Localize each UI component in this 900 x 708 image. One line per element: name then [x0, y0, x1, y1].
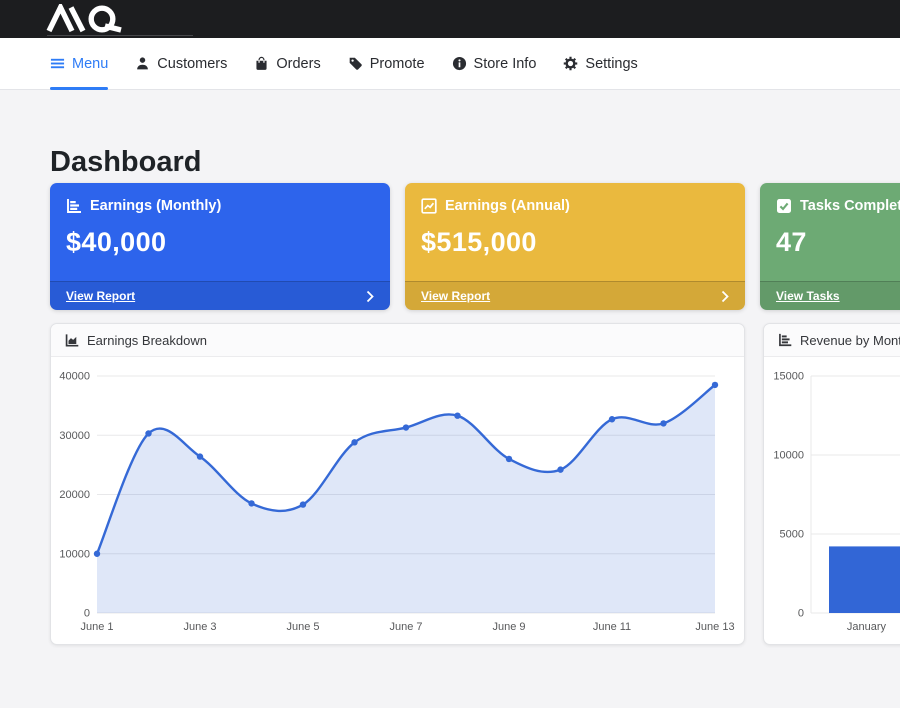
chart-bars-icon: [67, 199, 81, 213]
chart-title: Revenue by Month: [800, 332, 900, 348]
nav-item-orders[interactable]: Orders: [254, 38, 321, 89]
earnings-breakdown-chart: 0 10000 20000 30000 40000 June 1 June 3 June 5 J…: [51, 357, 744, 645]
nav-item-promote[interactable]: Promote: [348, 38, 425, 89]
stat-card-value: $40,000: [66, 227, 167, 257]
svg-text:20000: 20000: [59, 489, 90, 501]
view-report-label[interactable]: View Report: [66, 289, 136, 303]
svg-text:June 5: June 5: [286, 621, 319, 633]
stat-card-title: Earnings (Monthly): [90, 198, 222, 214]
nav-label: Menu: [72, 55, 109, 72]
svg-text:10000: 10000: [59, 548, 90, 560]
nav-label: Customers: [157, 55, 228, 72]
svg-text:10000: 10000: [773, 450, 804, 462]
hamburger-icon: [50, 58, 65, 69]
svg-text:0: 0: [798, 608, 804, 620]
stat-card-earnings-monthly: Earnings (Monthly) $40,000 View Report: [50, 183, 390, 310]
svg-text:5000: 5000: [780, 529, 804, 541]
nav-item-store-info[interactable]: Store Info: [452, 38, 537, 89]
topbar: [0, 0, 900, 38]
nav-label: Promote: [369, 55, 425, 72]
check-square-icon: [777, 199, 791, 213]
nav-label: Store Info: [473, 55, 537, 72]
stat-card-value: 47: [776, 227, 807, 257]
svg-text:January: January: [847, 621, 887, 633]
nav-item-settings[interactable]: Settings: [563, 38, 638, 89]
view-report-label[interactable]: View Report: [421, 289, 491, 303]
stat-card-title: Tasks Completed: [800, 198, 900, 214]
main-nav: Menu Customers Orders Promote Store Info: [0, 38, 900, 90]
chevron-right-icon: [721, 290, 729, 302]
svg-text:June 13: June 13: [695, 621, 734, 633]
view-tasks-link[interactable]: View Tasks: [760, 281, 900, 310]
shopping-bag-icon: [256, 56, 267, 70]
view-tasks-label[interactable]: View Tasks: [776, 289, 840, 303]
view-report-link-monthly[interactable]: View Report: [50, 281, 390, 310]
chart-area-icon: [65, 334, 79, 347]
page-title: Dashboard: [50, 146, 202, 178]
info-circle-icon: [452, 56, 466, 71]
chevron-right-icon: [366, 290, 374, 302]
svg-text:June 9: June 9: [492, 621, 525, 633]
svg-text:30000: 30000: [59, 430, 90, 442]
logo-underline: [47, 35, 193, 36]
svg-text:40000: 40000: [59, 371, 90, 383]
revenue-by-month-card: Revenue by Month 0 5000 10000 15000 January: [763, 323, 900, 645]
person-icon: [137, 57, 149, 70]
svg-text:June 1: June 1: [80, 621, 113, 633]
chart-line-icon: [421, 198, 437, 214]
svg-text:June 7: June 7: [389, 621, 422, 633]
svg-text:June 11: June 11: [593, 621, 631, 633]
svg-text:June 3: June 3: [183, 621, 216, 633]
gear-icon: [564, 56, 578, 71]
view-report-link-annual[interactable]: View Report: [405, 281, 745, 310]
svg-text:0: 0: [84, 608, 90, 620]
stat-card-earnings-annual: Earnings (Annual) $515,000 View Report: [405, 183, 745, 310]
svg-text:15000: 15000: [773, 371, 804, 383]
revenue-by-month-chart: 0 5000 10000 15000 January: [764, 357, 900, 645]
nav-label: Settings: [585, 55, 638, 72]
tag-icon: [349, 57, 362, 70]
stat-card-value: $515,000: [421, 227, 537, 257]
chart-title: Earnings Breakdown: [87, 332, 207, 348]
nav-item-customers[interactable]: Customers: [135, 38, 227, 89]
earnings-breakdown-card: Earnings Breakdown 0 10000 20000 30000 40000…: [50, 323, 745, 645]
stat-card-title: Earnings (Annual): [445, 198, 570, 214]
earnings-breakdown-header: Earnings Breakdown: [51, 324, 744, 357]
revenue-by-month-header: Revenue by Month: [764, 324, 900, 357]
brand-logo[interactable]: [45, 1, 137, 39]
brand-logo-icon: [46, 1, 122, 33]
nav-label: Orders: [276, 55, 321, 72]
nav-item-menu[interactable]: Menu: [50, 38, 109, 90]
chart-bars-icon: [779, 333, 792, 347]
stat-card-tasks-completed: Tasks Completed 47 View Tasks: [760, 183, 900, 310]
